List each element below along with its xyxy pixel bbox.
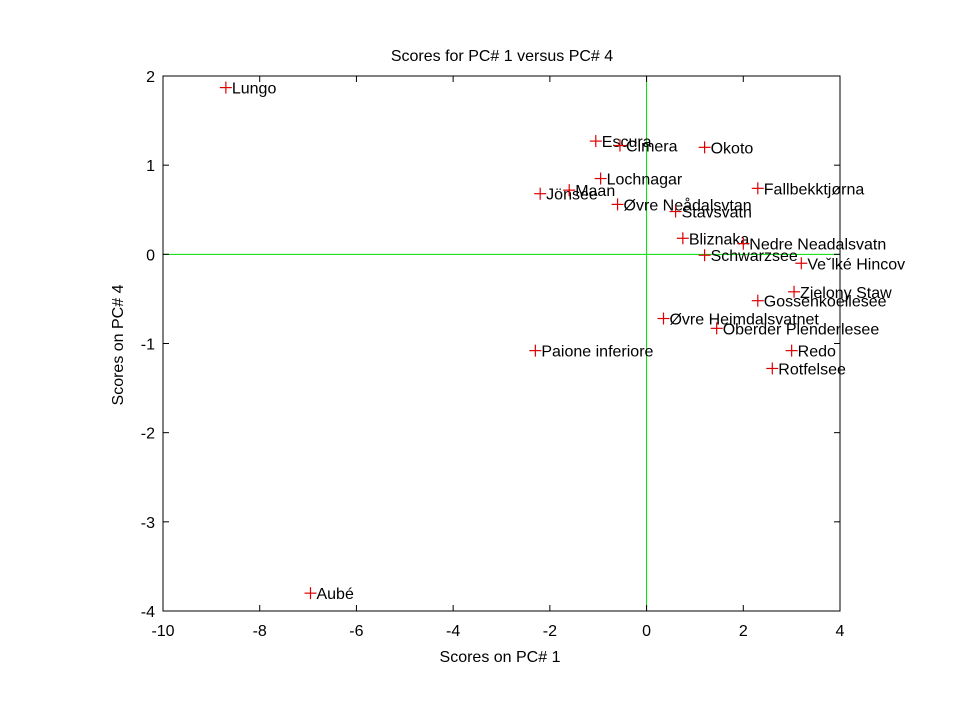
data-point: Okoto: [698, 140, 754, 157]
reference-lines: [163, 76, 840, 611]
point-label: Paione inferiore: [541, 344, 653, 361]
y-axis-label: Scores on PC# 4: [110, 284, 127, 405]
plot-area: [163, 76, 840, 611]
y-tick-label: 1: [146, 158, 155, 175]
y-tick-label: -2: [141, 426, 155, 443]
point-label: Maan: [575, 183, 615, 200]
point-label: Zielony Staw: [800, 285, 892, 302]
x-tick-label: -4: [446, 623, 460, 640]
data-point: Gossenkoellesee: [751, 294, 887, 311]
point-label: Nedre Neadalsvatn: [749, 237, 886, 254]
data-point: Øvre Neådalsvtan: [611, 196, 752, 214]
y-axis-ticks: -4 -3 -2 -1 0 1 2: [141, 69, 840, 621]
data-point: Lungo: [219, 81, 277, 98]
point-label: Fallbekktjørna: [764, 181, 865, 198]
x-axis-label: Scores on PC# 1: [440, 649, 561, 666]
y-tick-label: 2: [146, 69, 155, 86]
point-label: Stavsvatn: [682, 205, 752, 222]
point-label: Okoto: [711, 140, 754, 157]
data-point: Jönsee: [534, 187, 598, 204]
x-tick-label: -2: [543, 623, 557, 640]
data-point: Paione inferiore: [529, 344, 654, 361]
x-tick-label: 0: [642, 623, 651, 640]
data-point: Bliznaka: [676, 231, 750, 248]
data-point: Lochnagar: [594, 172, 683, 189]
x-axis-ticks: -10 -8 -6 -4 -2 0 2 4: [151, 76, 845, 640]
point-label: Oberder Plenderlesee: [723, 321, 880, 338]
data-point: Rotfelsee: [766, 361, 846, 378]
data-point: Fallbekktjørna: [751, 181, 865, 198]
y-tick-label: -1: [141, 337, 155, 354]
point-label: Øvre Heimdalsvatnet: [669, 312, 819, 329]
point-label: Rotfelsee: [778, 361, 846, 378]
data-point: Nedre Neadalsvatn: [737, 237, 886, 254]
point-label: Lungo: [232, 81, 277, 98]
point-label: Bliznaka: [689, 231, 750, 248]
data-point: Maan: [563, 183, 615, 200]
x-tick-label: -8: [253, 623, 267, 640]
point-label: Veˇlké Hincov: [807, 256, 905, 273]
point-label: Gossenkoellesee: [764, 294, 887, 311]
point-label: Øvre Neådalsvtan: [624, 196, 752, 214]
data-point: Stavsvatn: [669, 205, 752, 222]
data-point: Zielony Staw: [788, 285, 892, 302]
chart-title: Scores for PC# 1 versus PC# 4: [391, 48, 613, 65]
point-label: Redo: [798, 344, 836, 361]
y-tick-label: 0: [146, 247, 155, 264]
data-point: Aubé: [304, 586, 354, 603]
point-label: Cimera: [626, 139, 678, 156]
point-label: Jönsee: [546, 187, 598, 204]
x-tick-label: -6: [349, 623, 363, 640]
data-point: Escura: [589, 134, 652, 151]
point-label: Schwarzsee: [711, 248, 798, 265]
y-tick-label: -3: [141, 515, 155, 532]
point-label: Aubé: [316, 586, 353, 603]
data-point: Redo: [785, 344, 836, 361]
data-point: Øvre Heimdalsvatnet: [657, 312, 819, 329]
data-point: Cimera: [613, 139, 678, 156]
point-label: Escura: [602, 134, 652, 151]
data-point: Oberder Plenderlesee: [710, 321, 880, 338]
point-label: Lochnagar: [607, 172, 683, 189]
x-tick-label: 4: [836, 623, 845, 640]
y-tick-label: -4: [141, 604, 155, 621]
x-tick-label: 2: [739, 623, 748, 640]
data-point: Schwarzsee: [698, 248, 798, 265]
x-tick-label: -10: [151, 623, 174, 640]
data-point: Veˇlké Hincov: [795, 256, 905, 273]
